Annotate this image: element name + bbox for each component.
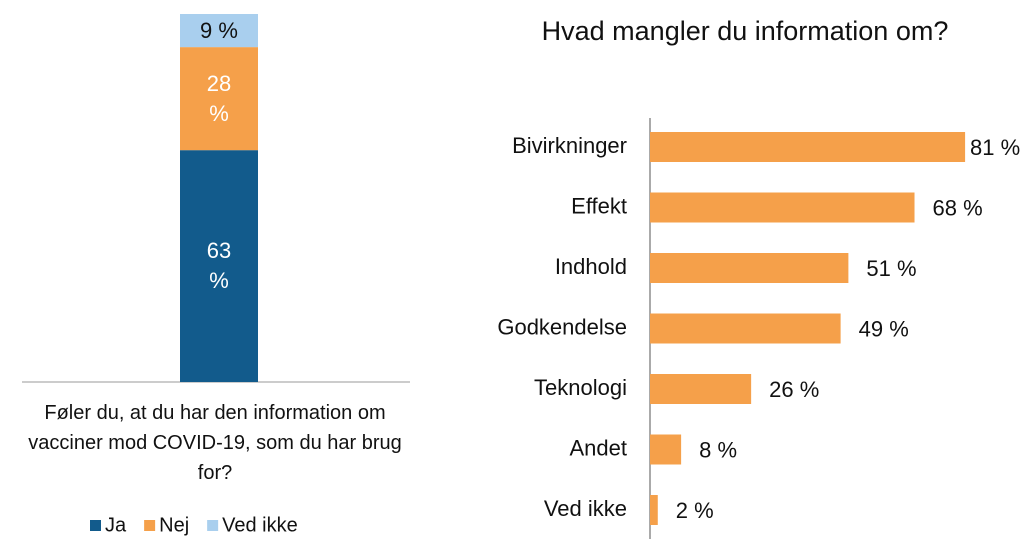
data-label: 51 %: [866, 256, 916, 281]
category-label: Føler du, at du har den information om v…: [28, 402, 402, 484]
data-label: 28 %: [206, 70, 232, 126]
data-label: 63 %: [206, 238, 232, 294]
bar-segment: [180, 150, 258, 382]
bar: [650, 374, 752, 404]
bar: [650, 495, 658, 525]
data-label: 81 %: [970, 135, 1020, 160]
legend-label: Nej: [159, 514, 189, 536]
y-tick-label: Godkendelse: [497, 314, 627, 339]
y-tick-label: Effekt: [571, 193, 627, 218]
bar: [650, 313, 841, 344]
data-label: 26 %: [769, 377, 819, 402]
data-label: 9 %: [200, 17, 238, 43]
data-label: 8 %: [699, 437, 737, 462]
legend-swatch: [90, 520, 101, 531]
bar-segment: [180, 47, 258, 151]
legend-swatch: [144, 520, 156, 531]
y-tick-label: Indhold: [555, 254, 627, 279]
legend-label: Ja: [105, 514, 127, 536]
data-label: 68 %: [933, 195, 983, 220]
chart-title: Hvad mangler du information om?: [541, 16, 949, 46]
bar: [650, 192, 915, 223]
y-tick-label: Ved ikke: [544, 496, 627, 521]
bar: [650, 253, 849, 283]
data-label: 2 %: [676, 498, 714, 523]
legend-label: Ved ikke: [222, 514, 298, 536]
data-label: 49 %: [859, 316, 909, 341]
bar: [650, 132, 966, 162]
y-tick-label: Andet: [570, 435, 628, 460]
legend-swatch: [207, 520, 219, 531]
bar-segment: [180, 14, 258, 48]
y-tick-label: Bivirkninger: [512, 133, 627, 158]
y-tick-label: Teknologi: [534, 375, 627, 400]
bar: [650, 434, 682, 465]
